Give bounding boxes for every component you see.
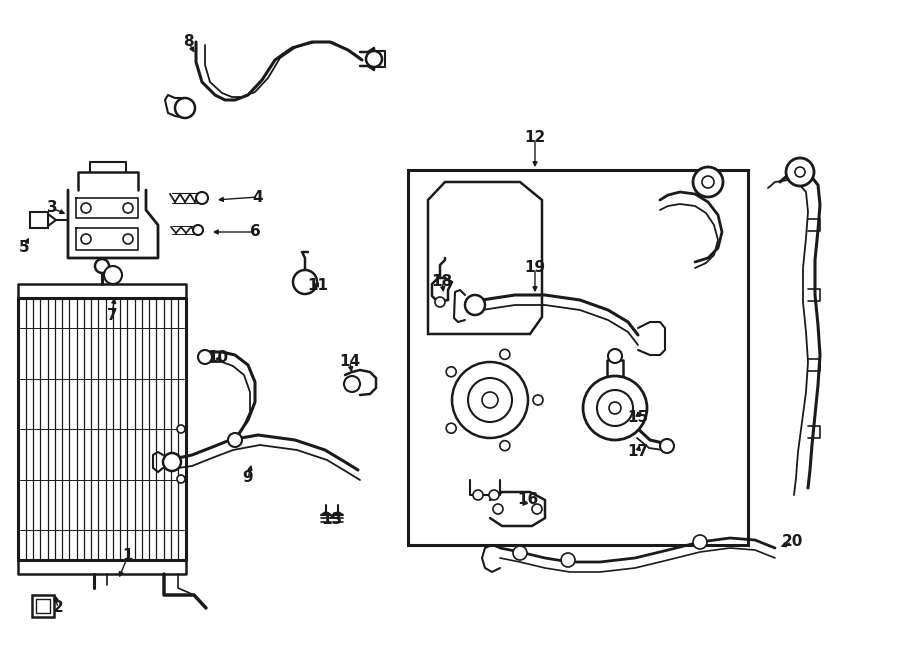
Circle shape	[196, 192, 208, 204]
Text: 13: 13	[321, 512, 343, 528]
Text: 12: 12	[525, 130, 545, 146]
Text: 18: 18	[431, 275, 453, 289]
Text: 20: 20	[781, 534, 803, 549]
Circle shape	[473, 490, 483, 500]
Text: 15: 15	[627, 410, 649, 426]
Circle shape	[228, 433, 242, 447]
Circle shape	[175, 98, 195, 118]
Circle shape	[532, 504, 542, 514]
Circle shape	[468, 378, 512, 422]
Bar	[30, 212, 48, 228]
Circle shape	[482, 392, 498, 408]
Circle shape	[500, 350, 509, 359]
Bar	[408, 170, 748, 545]
Text: 5: 5	[19, 240, 30, 256]
Circle shape	[435, 297, 445, 307]
Text: 9: 9	[243, 471, 253, 485]
Text: 16: 16	[518, 493, 538, 508]
Text: 7: 7	[107, 308, 117, 322]
Circle shape	[608, 349, 622, 363]
Circle shape	[693, 535, 707, 549]
Circle shape	[583, 376, 647, 440]
Circle shape	[193, 225, 203, 235]
Circle shape	[177, 425, 185, 433]
Text: 8: 8	[183, 34, 194, 50]
Circle shape	[198, 350, 212, 364]
Text: 19: 19	[525, 261, 545, 275]
Circle shape	[81, 234, 91, 244]
Polygon shape	[428, 182, 542, 334]
Circle shape	[500, 441, 509, 451]
Circle shape	[533, 395, 543, 405]
Circle shape	[452, 362, 528, 438]
Text: 11: 11	[308, 277, 328, 293]
Circle shape	[561, 553, 575, 567]
Text: 14: 14	[339, 354, 361, 369]
Circle shape	[465, 295, 485, 315]
Text: 17: 17	[627, 444, 649, 459]
Text: 2: 2	[52, 600, 63, 616]
Circle shape	[123, 234, 133, 244]
Circle shape	[163, 453, 181, 471]
Circle shape	[344, 376, 360, 392]
Text: 10: 10	[207, 350, 229, 365]
Circle shape	[597, 390, 633, 426]
Circle shape	[293, 270, 317, 294]
Circle shape	[493, 504, 503, 514]
Text: 1: 1	[122, 549, 133, 563]
Circle shape	[95, 259, 109, 273]
Circle shape	[366, 51, 382, 67]
Circle shape	[786, 158, 814, 186]
Text: 4: 4	[253, 189, 264, 205]
Circle shape	[446, 423, 456, 433]
Circle shape	[693, 167, 723, 197]
Circle shape	[177, 475, 185, 483]
Circle shape	[123, 203, 133, 213]
Circle shape	[660, 439, 674, 453]
Text: 3: 3	[47, 201, 58, 216]
Circle shape	[446, 367, 456, 377]
Bar	[32, 595, 54, 617]
Circle shape	[513, 546, 527, 560]
Bar	[36, 599, 50, 613]
Circle shape	[795, 167, 805, 177]
Circle shape	[489, 490, 499, 500]
Circle shape	[702, 176, 714, 188]
Circle shape	[81, 203, 91, 213]
Circle shape	[609, 402, 621, 414]
Circle shape	[104, 266, 122, 284]
Text: 6: 6	[249, 224, 260, 240]
